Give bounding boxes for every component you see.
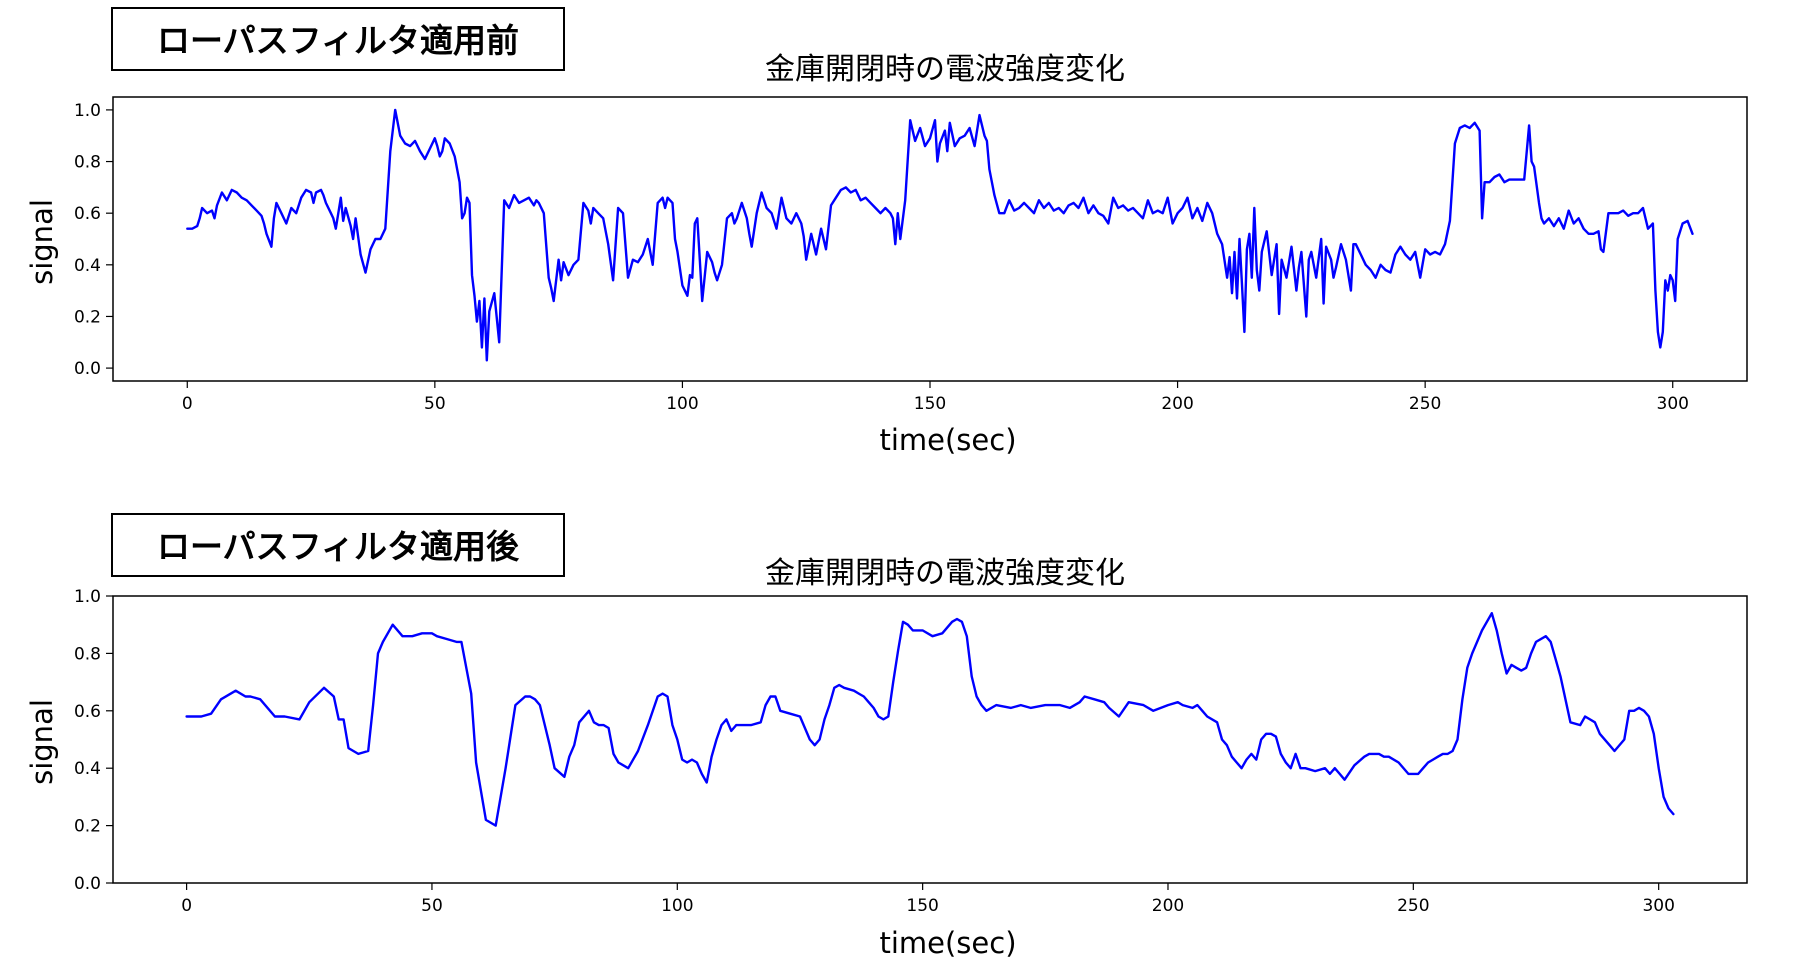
y-tick-label: 0.0 xyxy=(74,359,101,379)
chart-before-filter: ローパスフィルタ適用前 金庫開閉時の電波強度変化 0 50 100 150 200 250… xyxy=(25,7,1748,457)
y-tick-label: 1.0 xyxy=(74,101,101,121)
x-tick-label: 200 xyxy=(1161,394,1193,414)
y-tick-label: 1.0 xyxy=(74,587,101,607)
badge-before: ローパスフィルタ適用前 xyxy=(157,21,519,60)
chart-title-after: 金庫開閉時の電波強度変化 xyxy=(765,556,1125,591)
x-tick-label: 300 xyxy=(1642,896,1674,916)
x-tick-label: 250 xyxy=(1409,394,1441,414)
y-tick-label: 0.8 xyxy=(74,153,101,173)
plot-frame-after xyxy=(112,595,1748,884)
x-axis-label-after: time(sec) xyxy=(879,926,1016,960)
x-tick-label: 0 xyxy=(182,394,193,414)
y-tick-label: 0.2 xyxy=(74,307,101,327)
x-tick-label: 200 xyxy=(1152,896,1184,916)
y-tick-label: 0.8 xyxy=(74,644,101,664)
y-tick-label: 0.4 xyxy=(74,256,101,276)
chart-title-before: 金庫開閉時の電波強度変化 xyxy=(765,52,1125,87)
x-tick-label: 150 xyxy=(914,394,946,414)
x-tick-label: 150 xyxy=(906,896,938,916)
y-axis-label-before: signal xyxy=(25,199,59,285)
x-tick-label: 50 xyxy=(421,896,443,916)
badge-box-before xyxy=(111,7,565,71)
x-tick-label: 300 xyxy=(1657,394,1689,414)
x-tick-label: 50 xyxy=(424,394,446,414)
x-tick-label: 100 xyxy=(666,394,698,414)
x-tick-label: 100 xyxy=(661,896,693,916)
chart-after-filter: ローパスフィルタ適用後 金庫開閉時の電波強度変化 0 50 100 150 200 250… xyxy=(25,513,1748,960)
y-axis-label-after: signal xyxy=(25,699,59,785)
signal-line-after xyxy=(185,612,1675,827)
y-tick-label: 0.2 xyxy=(74,817,101,837)
y-tick-label: 0.6 xyxy=(74,702,101,722)
plot-frame-before xyxy=(112,96,1748,382)
x-tick-label: 0 xyxy=(181,896,192,916)
y-tick-label: 0.0 xyxy=(74,874,101,894)
x-axis-label-before: time(sec) xyxy=(879,423,1016,457)
x-tick-label: 250 xyxy=(1397,896,1429,916)
badge-box-after xyxy=(111,513,565,577)
y-tick-label: 0.6 xyxy=(74,204,101,224)
badge-after: ローパスフィルタ適用後 xyxy=(157,527,520,566)
signal-line-before xyxy=(186,108,1694,362)
y-tick-label: 0.4 xyxy=(74,759,101,779)
